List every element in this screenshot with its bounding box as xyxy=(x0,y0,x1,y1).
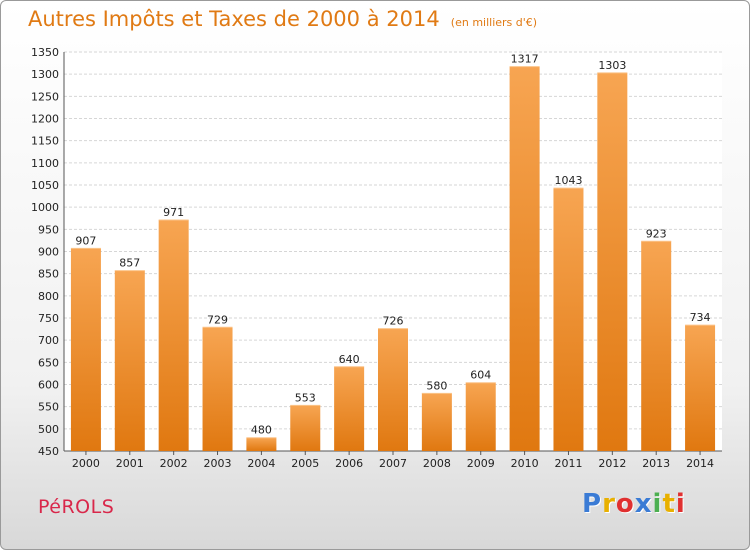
x-tick-label: 2004 xyxy=(247,457,275,470)
bar-value-label: 1303 xyxy=(598,59,626,72)
bar xyxy=(509,66,540,451)
bar xyxy=(421,393,452,451)
bar-value-label: 971 xyxy=(163,206,184,219)
x-tick-label: 2001 xyxy=(116,457,144,470)
logo-letter: t xyxy=(662,489,676,519)
chart-title-block: Autres Impôts et Taxes de 2000 à 2014 (e… xyxy=(28,7,537,31)
bar-value-label: 857 xyxy=(119,257,140,270)
y-tick-label: 550 xyxy=(38,401,59,414)
y-tick-label: 450 xyxy=(38,445,59,458)
y-tick-label: 1250 xyxy=(31,90,59,103)
x-tick-label: 2013 xyxy=(642,457,670,470)
y-tick-label: 1200 xyxy=(31,113,59,126)
bar-value-label: 553 xyxy=(295,391,316,404)
y-tick-label: 750 xyxy=(38,312,59,325)
bar-value-label: 734 xyxy=(690,311,711,324)
y-tick-label: 1350 xyxy=(31,46,59,59)
y-tick-label: 1150 xyxy=(31,135,59,148)
y-tick-label: 1300 xyxy=(31,68,59,81)
x-tick-label: 2014 xyxy=(686,457,714,470)
logo-letter: o xyxy=(615,489,635,519)
logo-letter: i xyxy=(675,489,686,519)
bar xyxy=(685,325,716,451)
logo-letter: P xyxy=(582,489,603,519)
logo-letter: x xyxy=(634,489,653,519)
y-tick-label: 650 xyxy=(38,356,59,369)
y-tick-label: 950 xyxy=(38,223,59,236)
bar-value-label: 923 xyxy=(646,227,667,240)
bar-value-label: 1043 xyxy=(554,174,582,187)
x-tick-label: 2010 xyxy=(511,457,539,470)
bar-value-label: 1317 xyxy=(511,53,539,66)
chart-title: Autres Impôts et Taxes de 2000 à 2014 xyxy=(28,7,440,31)
x-tick-label: 2002 xyxy=(160,457,188,470)
x-tick-label: 2005 xyxy=(291,457,319,470)
y-tick-label: 1000 xyxy=(31,201,59,214)
bar xyxy=(202,327,233,451)
bar xyxy=(158,220,189,451)
bar-value-label: 907 xyxy=(75,234,96,247)
x-tick-label: 2003 xyxy=(204,457,232,470)
y-tick-label: 900 xyxy=(38,246,59,259)
x-tick-label: 2000 xyxy=(72,457,100,470)
bar-value-label: 640 xyxy=(339,353,360,366)
y-tick-label: 800 xyxy=(38,290,59,303)
commune-name: PéROLS xyxy=(38,496,115,518)
bar-value-label: 729 xyxy=(207,313,228,326)
bar xyxy=(378,328,408,451)
bar-value-label: 480 xyxy=(251,424,272,437)
y-tick-label: 600 xyxy=(38,379,59,392)
bar xyxy=(334,366,365,451)
chart-subtitle: (en milliers d'€) xyxy=(450,16,538,29)
bar xyxy=(290,405,321,451)
x-tick-label: 2012 xyxy=(598,457,626,470)
bar-value-label: 726 xyxy=(383,315,404,328)
y-tick-label: 850 xyxy=(38,268,59,281)
x-tick-label: 2009 xyxy=(467,457,495,470)
bar-value-label: 604 xyxy=(470,369,491,382)
x-tick-label: 2008 xyxy=(423,457,451,470)
bar xyxy=(70,248,101,451)
x-tick-label: 2006 xyxy=(335,457,363,470)
bar xyxy=(114,270,145,451)
bar-value-label: 580 xyxy=(426,379,447,392)
y-tick-label: 500 xyxy=(38,423,59,436)
bar xyxy=(553,188,584,451)
bar xyxy=(246,437,277,451)
y-tick-label: 1050 xyxy=(31,179,59,192)
y-tick-label: 1100 xyxy=(31,157,59,170)
bar xyxy=(641,241,672,451)
logo-letter: i xyxy=(652,489,663,519)
logo-letter: r xyxy=(602,489,616,519)
bar xyxy=(597,72,628,451)
x-tick-label: 2011 xyxy=(554,457,582,470)
bar xyxy=(465,382,496,451)
y-tick-label: 700 xyxy=(38,334,59,347)
x-tick-label: 2007 xyxy=(379,457,407,470)
proxiti-logo: Proxiti xyxy=(582,489,686,519)
